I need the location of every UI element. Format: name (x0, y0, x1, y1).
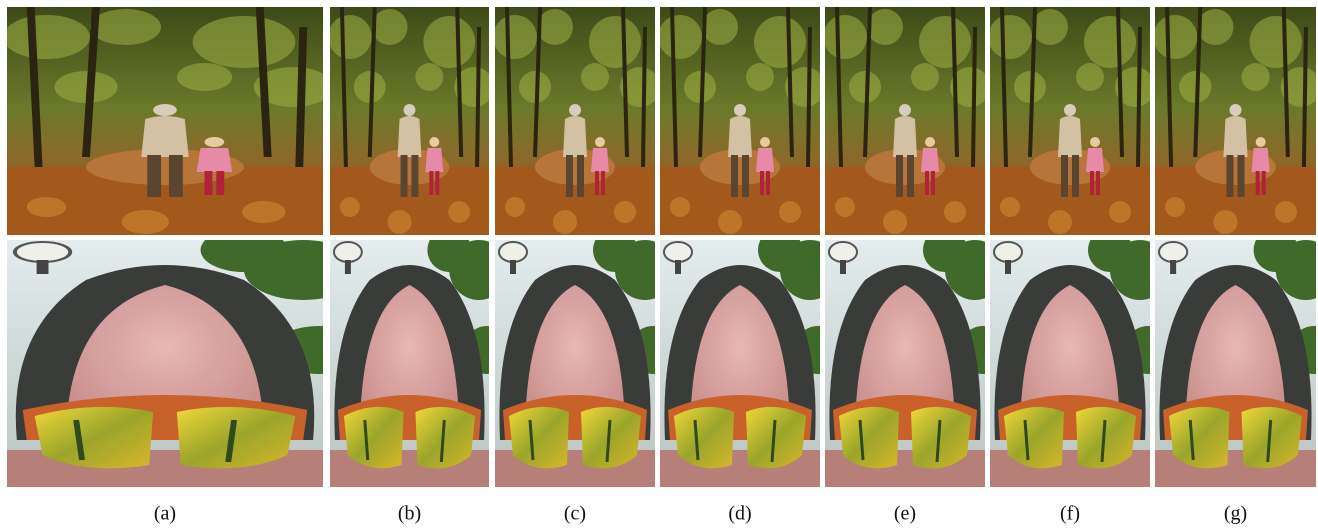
caption: (c) (564, 503, 586, 525)
forest-photo (660, 7, 820, 235)
caption: (g) (1224, 503, 1247, 525)
forest-photo (495, 7, 655, 235)
caption: (f) (1060, 503, 1080, 525)
forest-photo (1153, 7, 1318, 235)
forest-photo (3, 7, 333, 235)
face-photo (660, 240, 820, 487)
caption: (b) (398, 503, 421, 525)
face-photo (1155, 240, 1316, 487)
face-photo (825, 240, 985, 487)
face-photo (7, 228, 366, 487)
face-photo (330, 240, 489, 487)
forest-photo (330, 7, 489, 235)
face-photo (495, 240, 655, 487)
caption: (e) (894, 503, 916, 525)
face-photo (990, 240, 1150, 487)
caption: (d) (728, 503, 751, 525)
forest-photo (990, 7, 1150, 235)
forest-photo (825, 7, 985, 235)
caption: (a) (154, 503, 176, 525)
